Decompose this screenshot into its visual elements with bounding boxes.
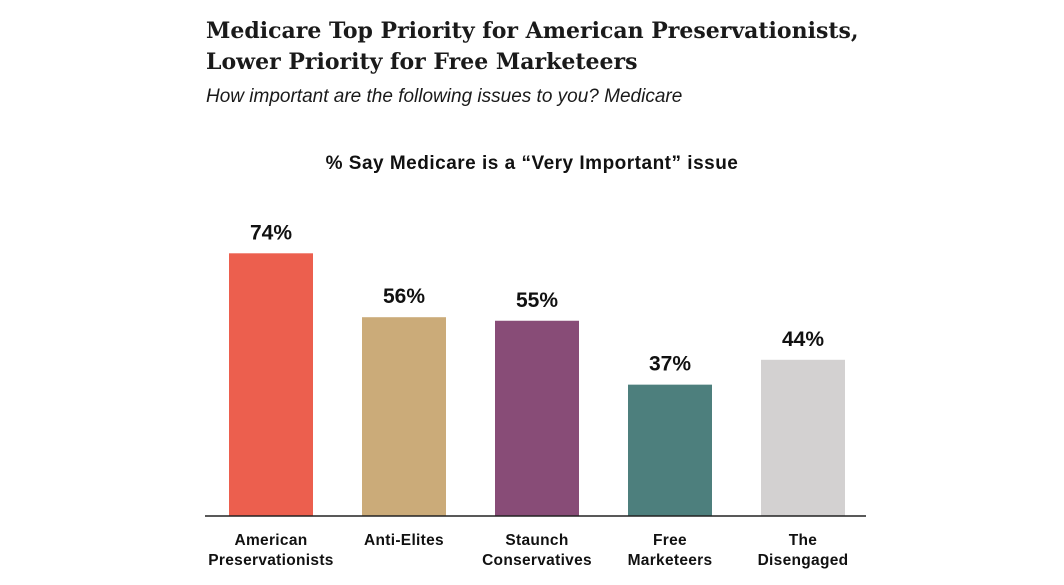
category-label: American bbox=[234, 532, 307, 549]
category-label: Marketeers bbox=[628, 552, 713, 569]
category-label: Staunch bbox=[505, 532, 568, 549]
title-line-2: Lower Priority for Free Marketeers bbox=[206, 49, 638, 75]
chart-title: % Say Medicare is a “Very Important” iss… bbox=[326, 153, 739, 174]
bar bbox=[495, 320, 579, 516]
bar bbox=[761, 359, 845, 516]
bar-value-label: 37% bbox=[649, 353, 691, 376]
bar-value-label: 55% bbox=[516, 289, 558, 312]
category-label: The bbox=[789, 532, 818, 549]
title-line-1: Medicare Top Priority for American Prese… bbox=[206, 18, 859, 44]
category-label: Anti-Elites bbox=[364, 532, 444, 549]
category-label: Preservationists bbox=[208, 552, 333, 569]
category-label: Free bbox=[653, 532, 687, 549]
category-label: Conservatives bbox=[482, 552, 592, 569]
category-label: Disengaged bbox=[758, 552, 849, 569]
bar bbox=[362, 317, 446, 516]
bars-group: 74% American Preservationists 56% Anti-Elite… bbox=[208, 221, 848, 569]
bar bbox=[229, 253, 313, 517]
page-title: Medicare Top Priority for American Prese… bbox=[206, 16, 966, 78]
bar-value-label: 56% bbox=[383, 285, 425, 308]
bar bbox=[628, 384, 712, 516]
page-subtitle: How important are the following issues t… bbox=[206, 86, 683, 107]
bar-value-label: 44% bbox=[782, 328, 824, 351]
bar-value-label: 74% bbox=[250, 221, 292, 244]
